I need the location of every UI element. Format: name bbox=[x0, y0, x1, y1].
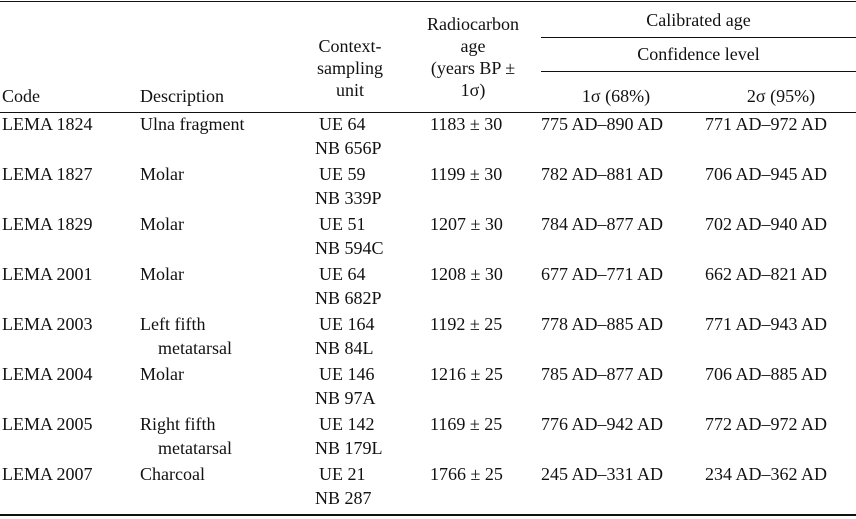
cell-description: Ulna fragment bbox=[140, 114, 245, 134]
header-code: Code bbox=[2, 86, 40, 106]
table-row: LEMA 2001 Molar UE 64 NB 682P 1208 ± 30 … bbox=[0, 263, 856, 313]
calibrated-rule bbox=[541, 37, 856, 38]
table-row: LEMA 1829 Molar UE 51 NB 594C 1207 ± 30 … bbox=[0, 213, 856, 263]
cell-radiocarbon-age: 1169 ± 25 bbox=[430, 414, 503, 434]
cell-nb: NB 656P bbox=[315, 138, 382, 158]
cell-sigma2: 706 AD–885 AD bbox=[705, 364, 828, 384]
cell-radiocarbon-age: 1208 ± 30 bbox=[430, 264, 503, 284]
cell-sigma1: 776 AD–942 AD bbox=[541, 414, 664, 434]
cell-radiocarbon-age: 1766 ± 25 bbox=[430, 464, 503, 484]
cell-code: LEMA 2003 bbox=[2, 314, 93, 334]
cell-radiocarbon-age: 1199 ± 30 bbox=[430, 164, 503, 184]
cell-code: LEMA 2001 bbox=[2, 264, 93, 284]
cell-description: Right fifth bbox=[140, 414, 216, 434]
cell-description: Molar bbox=[140, 214, 184, 234]
header-rule bbox=[0, 112, 856, 113]
header-radio-line1: Radiocarbon bbox=[427, 14, 519, 34]
header-sigma2: 2σ (95%) bbox=[746, 86, 816, 106]
cell-ue: UE 59 bbox=[319, 164, 366, 184]
cell-nb: NB 179L bbox=[315, 438, 383, 458]
header-context-line3: unit bbox=[335, 80, 364, 100]
cell-code: LEMA 1824 bbox=[2, 114, 93, 134]
table-row: LEMA 2005 Right fifth metatarsal UE 142 … bbox=[0, 413, 856, 463]
cell-sigma2: 771 AD–972 AD bbox=[705, 114, 828, 134]
header-radio-line3: (years BP ± bbox=[430, 58, 516, 78]
header-description: Description bbox=[140, 86, 224, 106]
header-radio-line4: 1σ) bbox=[460, 80, 486, 100]
cell-code: LEMA 1827 bbox=[2, 164, 93, 184]
top-rule bbox=[0, 1, 856, 2]
table-row: LEMA 2003 Left fifth metatarsal UE 164 N… bbox=[0, 313, 856, 363]
cell-ue: UE 51 bbox=[319, 214, 366, 234]
cell-radiocarbon-age: 1216 ± 25 bbox=[430, 364, 503, 384]
cell-ue: UE 64 bbox=[319, 264, 366, 284]
cell-sigma1: 775 AD–890 AD bbox=[541, 114, 664, 134]
cell-sigma2: 706 AD–945 AD bbox=[705, 164, 828, 184]
cell-description: Left fifth bbox=[140, 314, 206, 334]
header-context: Context- sampling unit bbox=[296, 35, 404, 101]
cell-code: LEMA 1829 bbox=[2, 214, 93, 234]
header-radio-line2: age bbox=[460, 36, 486, 56]
cell-sigma1: 677 AD–771 AD bbox=[541, 264, 664, 284]
cell-nb: NB 339P bbox=[315, 188, 382, 208]
cell-code: LEMA 2004 bbox=[2, 364, 93, 384]
cell-sigma2: 772 AD–972 AD bbox=[705, 414, 828, 434]
cell-sigma1: 245 AD–331 AD bbox=[541, 464, 664, 484]
cell-sigma2: 662 AD–821 AD bbox=[705, 264, 828, 284]
cell-nb: NB 97A bbox=[315, 388, 376, 408]
cell-nb: NB 84L bbox=[315, 338, 374, 358]
cell-ue: UE 146 bbox=[319, 364, 375, 384]
header-calibrated-age: Calibrated age bbox=[646, 10, 751, 30]
cell-description-continued: metatarsal bbox=[158, 338, 232, 358]
cell-description: Molar bbox=[140, 264, 184, 284]
table-row: LEMA 2004 Molar UE 146 NB 97A 1216 ± 25 … bbox=[0, 363, 856, 413]
cell-nb: NB 682P bbox=[315, 288, 382, 308]
cell-radiocarbon-age: 1207 ± 30 bbox=[430, 214, 503, 234]
cell-sigma1: 778 AD–885 AD bbox=[541, 314, 664, 334]
cell-ue: UE 142 bbox=[319, 414, 375, 434]
cell-ue: UE 164 bbox=[319, 314, 375, 334]
header-radiocarbon: Radiocarbon age (years BP ± 1σ) bbox=[414, 13, 532, 101]
header-sigma1: 1σ (68%) bbox=[581, 86, 651, 106]
cell-radiocarbon-age: 1192 ± 25 bbox=[430, 314, 503, 334]
cell-sigma2: 234 AD–362 AD bbox=[705, 464, 828, 484]
cell-sigma1: 785 AD–877 AD bbox=[541, 364, 664, 384]
confidence-rule bbox=[541, 71, 856, 72]
cell-code: LEMA 2007 bbox=[2, 464, 93, 484]
table-row: LEMA 1824 Ulna fragment UE 64 NB 656P 11… bbox=[0, 113, 856, 163]
cell-nb: NB 287 bbox=[315, 488, 372, 508]
cell-radiocarbon-age: 1183 ± 30 bbox=[430, 114, 503, 134]
cell-description: Charcoal bbox=[140, 464, 205, 484]
cell-description: Molar bbox=[140, 164, 184, 184]
header-context-line1: Context- bbox=[318, 36, 382, 56]
header-context-line2: sampling bbox=[317, 58, 383, 78]
cell-description-continued: metatarsal bbox=[158, 438, 232, 458]
bottom-rule bbox=[0, 514, 856, 516]
cell-nb: NB 594C bbox=[315, 238, 384, 258]
table-row: LEMA 1827 Molar UE 59 NB 339P 1199 ± 30 … bbox=[0, 163, 856, 213]
cell-ue: UE 64 bbox=[319, 114, 366, 134]
cell-code: LEMA 2005 bbox=[2, 414, 93, 434]
cell-sigma2: 702 AD–940 AD bbox=[705, 214, 828, 234]
cell-sigma2: 771 AD–943 AD bbox=[705, 314, 828, 334]
table-row: LEMA 2007 Charcoal UE 21 NB 287 1766 ± 2… bbox=[0, 463, 856, 513]
cell-sigma1: 784 AD–877 AD bbox=[541, 214, 664, 234]
cell-sigma1: 782 AD–881 AD bbox=[541, 164, 664, 184]
header-confidence-level: Confidence level bbox=[637, 44, 760, 64]
cell-description: Molar bbox=[140, 364, 184, 384]
cell-ue: UE 21 bbox=[319, 464, 366, 484]
